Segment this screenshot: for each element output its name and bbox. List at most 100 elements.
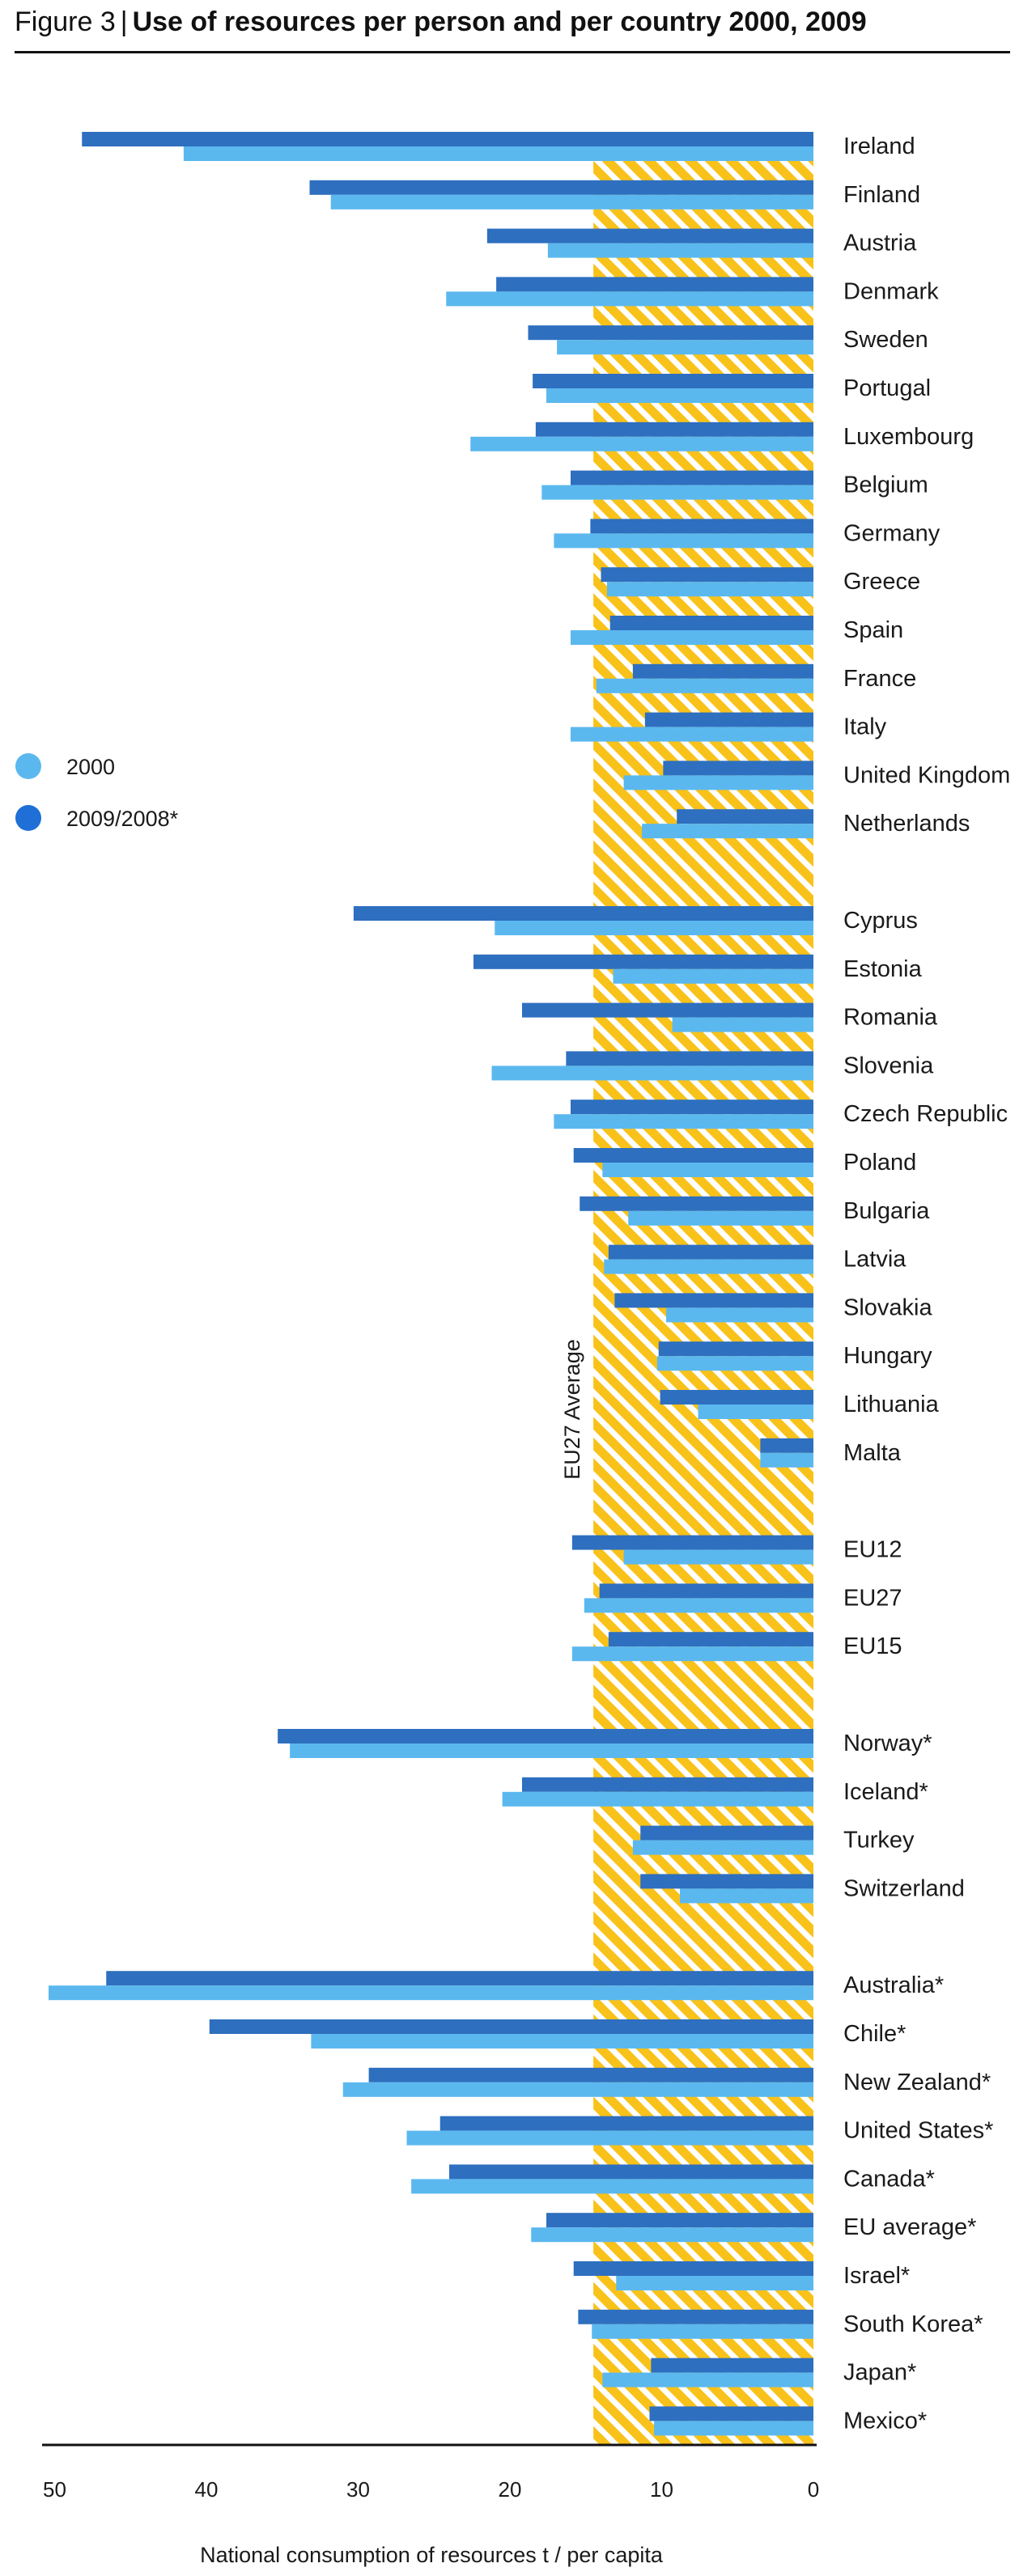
bar-2009 (486, 228, 813, 244)
bar-2009 (571, 1099, 813, 1115)
bar-2000 (546, 388, 813, 403)
bar-2000 (547, 243, 813, 258)
bar-2009 (571, 1535, 813, 1550)
bar-2009 (106, 1971, 813, 1986)
bar-2000 (672, 1017, 813, 1032)
bar-2009 (573, 2261, 813, 2276)
category-label: United Kingdom (843, 762, 1010, 788)
bar-2009 (677, 809, 813, 824)
category-label: Greece (843, 569, 920, 595)
category-label: Hungary (843, 1343, 932, 1369)
category-label: Switzerland (843, 1875, 965, 1901)
bar-2009 (640, 1874, 813, 1889)
bar-2009 (571, 470, 813, 485)
category-label: France (843, 666, 916, 692)
bar-2009 (522, 1777, 813, 1792)
bar-2009 (496, 277, 813, 292)
category-label: Malta (843, 1440, 902, 1466)
category-label: United States* (843, 2118, 993, 2144)
x-tick-label: 20 (499, 2477, 522, 2502)
bar-2000 (491, 1066, 813, 1081)
category-label: Bulgaria (843, 1198, 930, 1224)
bar-2000 (680, 1888, 813, 1904)
bar-2009 (608, 1632, 813, 1647)
category-label: Estonia (843, 956, 923, 982)
bar-2000 (623, 775, 813, 790)
bar-2000 (470, 436, 813, 451)
bar-2009 (309, 180, 813, 195)
x-axis-title: National consumption of resources t / pe… (200, 2543, 664, 2567)
category-label: EU15 (843, 1633, 902, 1659)
x-tick-label: 50 (43, 2477, 66, 2502)
bar-2009 (533, 374, 813, 388)
figure-label: Figure 3 (15, 6, 116, 37)
legend-swatch-2009 (15, 805, 41, 831)
bar-2009 (546, 2213, 813, 2228)
bar-2000 (49, 1985, 813, 2001)
category-label: Finland (843, 182, 920, 208)
bar-2009 (573, 1148, 813, 1163)
category-label: Norway* (843, 1731, 932, 1756)
bar-2000 (623, 1549, 813, 1565)
category-label: Mexico* (843, 2408, 927, 2434)
category-label: EU12 (843, 1537, 902, 1563)
x-tick-label: 10 (650, 2477, 673, 2502)
bar-2009 (609, 616, 813, 630)
x-tick-label: 40 (195, 2477, 219, 2502)
legend-label-2000: 2000 (66, 755, 115, 779)
figure-header: Figure 3 | Use of resources per person and… (15, 6, 1010, 53)
bar-2009 (82, 132, 813, 146)
bar-2000 (584, 1598, 813, 1613)
bar-2000 (656, 1356, 813, 1371)
category-label: Canada* (843, 2166, 935, 2192)
bar-2009 (473, 954, 813, 969)
eu27-average-label: EU27 Average (560, 1339, 584, 1480)
bar-2009 (439, 2116, 813, 2131)
category-label: Sweden (843, 327, 928, 353)
category-label: Austria (843, 231, 917, 256)
bar-2009 (578, 2309, 813, 2324)
bar-2000 (495, 921, 813, 935)
bar-2000 (602, 1163, 813, 1177)
bar-2009 (535, 422, 813, 437)
bar-2009 (660, 1390, 813, 1405)
category-label: Cyprus (843, 908, 918, 934)
bar-2000 (628, 1210, 813, 1226)
bar-2000 (311, 2034, 813, 2049)
category-label: Latvia (843, 1247, 906, 1273)
category-label: Ireland (843, 133, 915, 159)
category-label: Turkey (843, 1828, 915, 1854)
category-label: Belgium (843, 472, 928, 498)
bar-2009 (522, 1002, 813, 1018)
bar-2000 (502, 1791, 813, 1807)
bar-2000 (654, 2421, 813, 2436)
bar-2000 (571, 1646, 813, 1662)
bar-2000 (554, 533, 813, 549)
category-label: Australia* (843, 1972, 944, 1998)
bar-2009 (663, 761, 813, 776)
bar-2009 (209, 2019, 813, 2034)
bar-2009 (649, 2406, 813, 2421)
bars-layer (49, 132, 813, 2436)
bar-2000 (592, 2324, 813, 2339)
category-label: Poland (843, 1150, 916, 1176)
bar-2009 (580, 1196, 813, 1211)
category-label: New Zealand* (843, 2070, 991, 2095)
category-label: Iceland* (843, 1779, 928, 1805)
category-label: Luxembourg (843, 424, 974, 450)
bar-2000 (541, 485, 813, 500)
bar-2000 (616, 2276, 813, 2290)
bar-2000 (604, 1259, 813, 1274)
bar-2000 (411, 2179, 813, 2194)
bar-2009 (601, 567, 813, 583)
bar-2009 (449, 2164, 813, 2180)
category-label: Czech Republic (843, 1101, 1008, 1127)
category-label: Slovenia (843, 1053, 934, 1078)
bar-2000 (342, 2082, 813, 2097)
legend-label-2009: 2009/2008* (66, 807, 179, 831)
category-label: Italy (843, 714, 887, 740)
bar-2009 (632, 663, 813, 679)
bar-2000 (330, 194, 813, 210)
legend: 2000 2009/2008* (15, 753, 179, 831)
